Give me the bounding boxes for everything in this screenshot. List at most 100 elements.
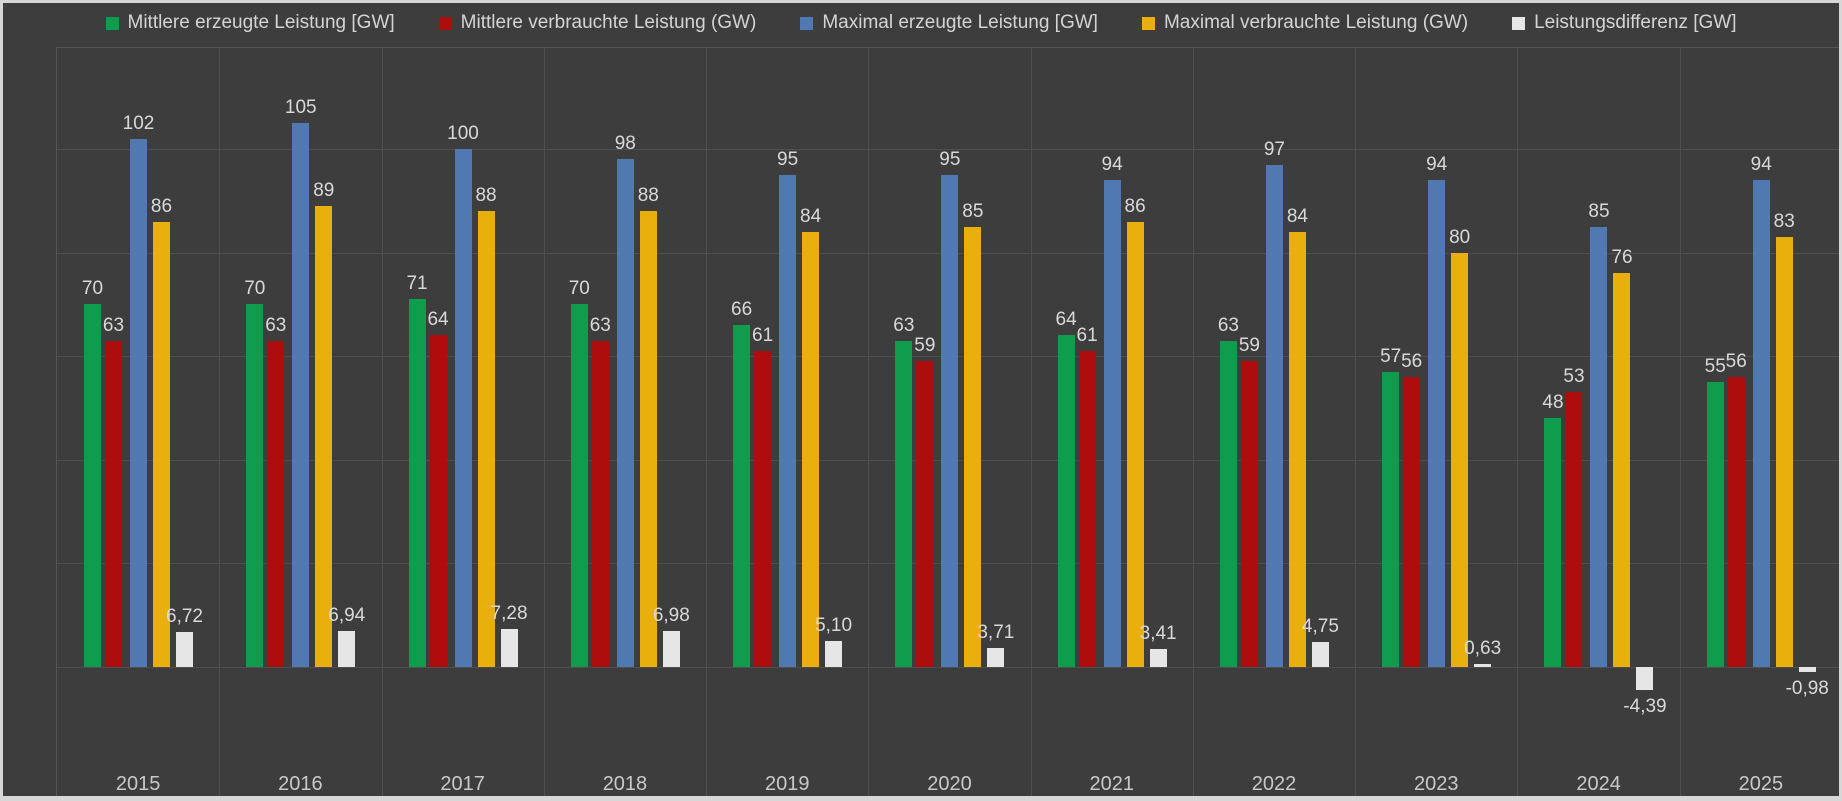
value-label-leistungsdifferenz-2021: 3,41 <box>1139 623 1177 645</box>
value-label-leistungsdifferenz-2017: 7,28 <box>490 603 528 625</box>
bar-mittlere-verbrauchte-2023 <box>1403 376 1421 667</box>
value-label-mittlere-erzeugte-2018: 70 <box>568 278 590 300</box>
v-gridline <box>868 48 869 796</box>
value-label-maximal-erzeugte-2024: 85 <box>1588 200 1610 222</box>
value-label-maximal-verbrauchte-2023: 80 <box>1449 226 1471 248</box>
legend-item-maximal-verbrauchte[interactable]: Maximal verbrauchte Leistung (GW) <box>1141 12 1468 34</box>
bar-mittlere-erzeugte-2017 <box>408 299 426 667</box>
bar-mittlere-erzeugte-2022 <box>1219 340 1237 667</box>
value-label-maximal-erzeugte-2015: 102 <box>122 112 155 134</box>
bar-maximal-erzeugte-2015 <box>130 138 147 667</box>
legend-swatch-icon <box>1141 16 1155 30</box>
value-label-mittlere-verbrauchte-2018: 63 <box>589 314 611 336</box>
value-label-mittlere-verbrauchte-2021: 61 <box>1076 325 1098 347</box>
year-label-2016: 2016 <box>278 773 323 795</box>
legend-item-label: Maximal erzeugte Leistung [GW] <box>822 12 1098 33</box>
value-label-leistungsdifferenz-2019: 5,10 <box>815 614 853 636</box>
bar-mittlere-erzeugte-2023 <box>1382 371 1400 667</box>
value-label-mittlere-erzeugte-2017: 71 <box>406 273 428 295</box>
value-label-maximal-verbrauchte-2018: 88 <box>637 185 659 207</box>
bar-leistungsdifferenz-2015 <box>176 632 193 667</box>
bar-mittlere-verbrauchte-2024 <box>1565 392 1583 667</box>
bar-maximal-verbrauchte-2024 <box>1613 273 1631 667</box>
legend-item-mittlere-erzeugte[interactable]: Mittlere erzeugte Leistung [GW] <box>105 12 395 34</box>
bar-maximal-erzeugte-2025 <box>1752 180 1770 667</box>
bar-maximal-verbrauchte-2021 <box>1126 221 1144 667</box>
value-label-maximal-verbrauchte-2021: 86 <box>1124 195 1146 217</box>
value-label-mittlere-verbrauchte-2024: 53 <box>1563 366 1585 388</box>
bar-leistungsdifferenz-2018 <box>662 630 680 667</box>
year-label-2015: 2015 <box>115 773 161 795</box>
value-label-maximal-verbrauchte-2017: 88 <box>475 185 497 207</box>
value-label-maximal-verbrauchte-2025: 83 <box>1773 211 1795 233</box>
bar-leistungsdifferenz-2023 <box>1474 663 1492 667</box>
v-gridline <box>1031 48 1032 796</box>
bar-maximal-erzeugte-2018 <box>616 159 634 667</box>
v-gridline <box>1680 48 1681 796</box>
v-gridline <box>1193 48 1194 796</box>
value-label-mittlere-verbrauchte-2020: 59 <box>914 335 936 357</box>
year-label-2022: 2022 <box>1251 773 1297 795</box>
legend-item-leistungsdifferenz[interactable]: Leistungsdifferenz [GW] <box>1512 12 1737 34</box>
legend-swatch-icon <box>105 16 119 30</box>
value-label-leistungsdifferenz-2020: 3,71 <box>977 621 1015 643</box>
v-gridline <box>706 48 707 796</box>
bar-maximal-erzeugte-2021 <box>1103 180 1121 667</box>
bar-maximal-verbrauchte-2022 <box>1288 231 1306 667</box>
value-label-leistungsdifferenz-2018: 6,98 <box>652 604 690 626</box>
value-label-maximal-verbrauchte-2020: 85 <box>962 200 984 222</box>
value-label-mittlere-erzeugte-2025: 55 <box>1704 356 1726 378</box>
legend-item-mittlere-verbrauchte[interactable]: Mittlere verbrauchte Leistung (GW) <box>438 12 757 34</box>
value-label-mittlere-erzeugte-2019: 66 <box>731 299 753 321</box>
value-label-mittlere-erzeugte-2020: 63 <box>893 314 915 336</box>
value-label-maximal-erzeugte-2021: 94 <box>1101 154 1123 176</box>
bar-mittlere-erzeugte-2025 <box>1706 382 1724 667</box>
bar-mittlere-verbrauchte-2022 <box>1240 361 1258 667</box>
bar-leistungsdifferenz-2024 <box>1636 667 1654 690</box>
bar-maximal-erzeugte-2016 <box>292 123 310 667</box>
bar-maximal-verbrauchte-2018 <box>639 211 657 667</box>
value-label-mittlere-verbrauchte-2023: 56 <box>1401 350 1423 372</box>
h-gridline-100gw <box>57 149 1839 150</box>
bar-mittlere-verbrauchte-2017 <box>429 335 447 667</box>
bar-mittlere-verbrauchte-2021 <box>1078 351 1096 667</box>
bar-maximal-erzeugte-2022 <box>1265 164 1283 667</box>
value-label-maximal-erzeugte-2020: 95 <box>939 148 961 170</box>
bar-maximal-verbrauchte-2019 <box>802 231 820 667</box>
bar-maximal-erzeugte-2017 <box>454 149 472 667</box>
bar-maximal-erzeugte-2020 <box>941 174 959 667</box>
year-label-2024: 2024 <box>1576 773 1621 795</box>
value-label-maximal-verbrauchte-2016: 89 <box>313 179 335 201</box>
v-gridline <box>219 48 220 796</box>
legend-swatch-icon <box>1512 16 1526 30</box>
bar-maximal-erzeugte-2024 <box>1590 226 1608 667</box>
legend-swatch-icon <box>438 16 452 30</box>
year-label-2020: 2020 <box>927 773 972 795</box>
bar-mittlere-erzeugte-2019 <box>733 325 751 667</box>
value-label-leistungsdifferenz-2015: 6,72 <box>166 606 203 628</box>
bar-mittlere-verbrauchte-2020 <box>916 361 934 667</box>
bar-leistungsdifferenz-2022 <box>1311 642 1329 667</box>
bar-leistungsdifferenz-2025 <box>1798 667 1816 673</box>
value-label-maximal-erzeugte-2017: 100 <box>447 123 479 144</box>
bar-mittlere-verbrauchte-2025 <box>1727 376 1745 667</box>
legend-swatch-icon <box>800 16 814 30</box>
value-label-leistungsdifferenz-2016: 6,94 <box>328 605 366 627</box>
value-label-leistungsdifferenz-2022: 4,75 <box>1301 616 1339 638</box>
legend-item-label: Mittlere verbrauchte Leistung (GW) <box>460 12 757 33</box>
bar-mittlere-verbrauchte-2019 <box>754 351 772 667</box>
year-label-2019: 2019 <box>764 773 810 795</box>
value-label-mittlere-erzeugte-2024: 48 <box>1542 392 1564 414</box>
value-label-maximal-verbrauchte-2022: 84 <box>1286 205 1308 227</box>
legend-item-maximal-erzeugte[interactable]: Maximal erzeugte Leistung [GW] <box>800 12 1098 34</box>
value-label-maximal-erzeugte-2025: 94 <box>1750 154 1772 176</box>
v-gridline <box>382 48 383 796</box>
value-label-maximal-verbrauchte-2024: 76 <box>1611 247 1633 269</box>
bar-maximal-verbrauchte-2015 <box>153 221 170 667</box>
bar-maximal-verbrauchte-2025 <box>1775 237 1793 667</box>
bar-maximal-erzeugte-2019 <box>779 174 797 667</box>
bar-mittlere-verbrauchte-2016 <box>267 340 285 667</box>
value-label-maximal-verbrauchte-2019: 84 <box>800 205 822 227</box>
bar-maximal-verbrauchte-2016 <box>315 205 333 667</box>
